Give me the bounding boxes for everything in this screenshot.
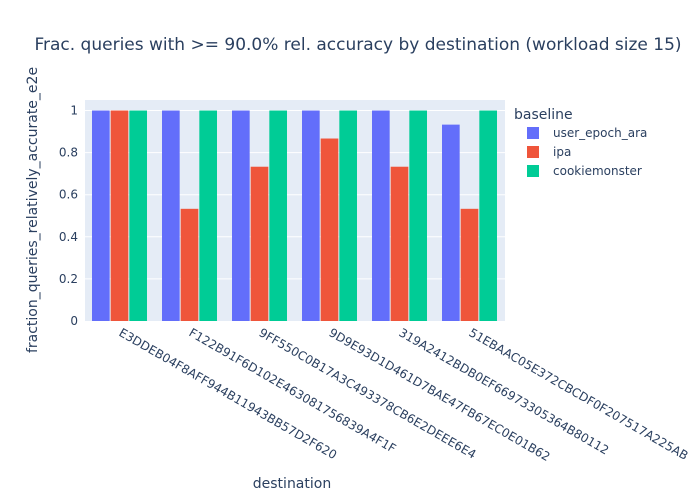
bar-cookiemonster[interactable] xyxy=(129,110,147,322)
y-axis-title: fraction_queries_relatively_accurate_e2e xyxy=(25,67,41,353)
y-tick-label: 0.8 xyxy=(59,146,78,160)
bar-user_epoch_ara[interactable] xyxy=(372,110,390,322)
legend-swatch-cookiemonster[interactable] xyxy=(527,165,539,177)
bar-cookiemonster[interactable] xyxy=(199,110,217,322)
bar-ipa[interactable] xyxy=(180,208,199,321)
bar-ipa[interactable] xyxy=(250,166,269,321)
legend-swatch-user_epoch_ara[interactable] xyxy=(527,127,539,139)
y-tick-label: 0 xyxy=(70,314,78,328)
x-axis-title: destination xyxy=(253,476,331,492)
y-tick-label: 0.4 xyxy=(59,230,78,244)
bar-user_epoch_ara[interactable] xyxy=(162,110,180,322)
legend-swatch-ipa[interactable] xyxy=(527,146,539,158)
bar-user_epoch_ara[interactable] xyxy=(232,110,250,322)
plot-background xyxy=(85,100,505,321)
y-tick-label: 0.2 xyxy=(59,272,78,286)
legend-label-ipa[interactable]: ipa xyxy=(553,145,571,159)
legend-label-user_epoch_ara[interactable]: user_epoch_ara xyxy=(553,126,647,140)
bar-cookiemonster[interactable] xyxy=(409,110,427,322)
bar-ipa[interactable] xyxy=(110,110,129,322)
bar-cookiemonster[interactable] xyxy=(339,110,357,322)
bar-user_epoch_ara[interactable] xyxy=(302,110,320,322)
legend-title: baseline xyxy=(514,107,573,123)
bar-cookiemonster[interactable] xyxy=(479,110,497,322)
bar-user_epoch_ara[interactable] xyxy=(92,110,110,322)
y-tick-label: 0.6 xyxy=(59,188,78,202)
chart-title: Frac. queries with >= 90.0% rel. accurac… xyxy=(34,35,681,55)
bar-cookiemonster[interactable] xyxy=(269,110,287,322)
bar-ipa[interactable] xyxy=(460,208,479,321)
bar-ipa[interactable] xyxy=(390,166,409,321)
legend-label-cookiemonster[interactable]: cookiemonster xyxy=(553,164,642,178)
bar-user_epoch_ara[interactable] xyxy=(442,124,460,321)
y-tick-label: 1 xyxy=(70,104,78,118)
bar-ipa[interactable] xyxy=(320,138,339,321)
